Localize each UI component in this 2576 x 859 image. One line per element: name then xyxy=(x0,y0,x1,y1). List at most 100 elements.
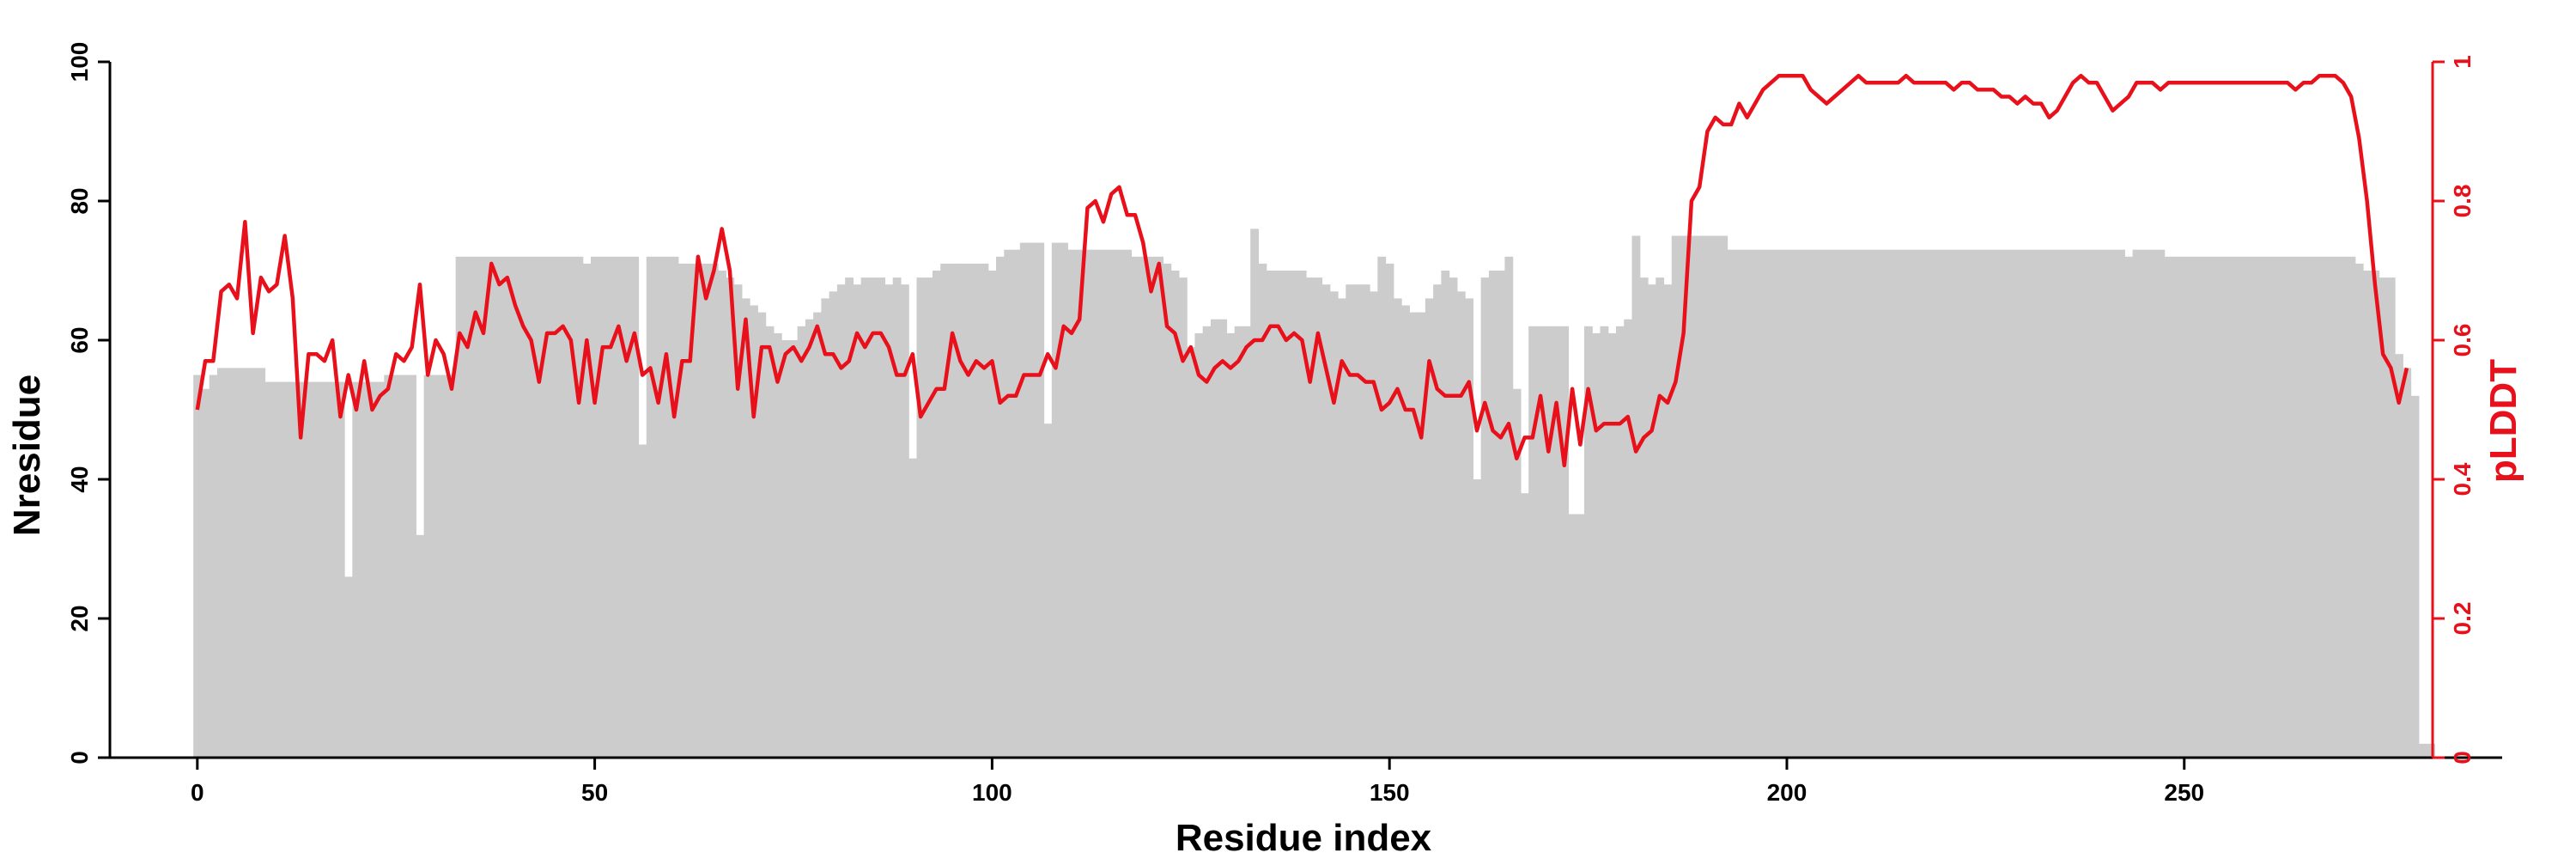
bar xyxy=(940,263,950,758)
bar xyxy=(240,368,250,758)
bar xyxy=(765,326,775,758)
bar xyxy=(2315,256,2324,758)
bar xyxy=(956,263,965,758)
bar xyxy=(1306,277,1315,758)
bar xyxy=(2259,256,2269,758)
bar xyxy=(654,256,663,758)
y-right-tick-label: 0.8 xyxy=(2449,185,2476,218)
bar xyxy=(1163,263,1172,758)
bar xyxy=(2395,354,2403,758)
bar xyxy=(1854,249,1863,758)
bar xyxy=(709,263,719,758)
bar xyxy=(1639,277,1649,758)
bar xyxy=(1560,326,1570,758)
bar xyxy=(1218,319,1228,758)
bar xyxy=(304,381,313,758)
bar xyxy=(1680,235,1688,758)
bar xyxy=(821,298,830,758)
bar xyxy=(1091,249,1100,758)
bar xyxy=(630,256,640,758)
bar xyxy=(813,312,822,758)
bar xyxy=(1807,249,1815,758)
bar xyxy=(1417,312,1426,758)
bar xyxy=(1893,249,1903,758)
bar xyxy=(1226,332,1236,758)
bar xyxy=(479,256,489,758)
bar xyxy=(1146,256,1156,758)
bar xyxy=(2307,256,2317,758)
bar xyxy=(1075,249,1084,758)
bar xyxy=(1012,249,1021,758)
bar xyxy=(1115,249,1124,758)
bar xyxy=(1234,326,1243,758)
x-tick-label: 100 xyxy=(972,779,1012,806)
bar xyxy=(1878,249,1887,758)
bar xyxy=(1925,249,1935,758)
bar xyxy=(2085,249,2093,758)
bar xyxy=(1314,277,1323,758)
bar xyxy=(916,277,926,758)
bar xyxy=(1592,332,1601,758)
bar xyxy=(1321,284,1331,758)
bar xyxy=(686,263,695,758)
bar xyxy=(2117,249,2125,758)
bar xyxy=(1886,249,1895,758)
y-left-tick-label: 0 xyxy=(66,751,93,765)
bar xyxy=(2124,256,2134,758)
bar xyxy=(1957,249,1966,758)
bar xyxy=(1790,249,1800,758)
bar xyxy=(1703,235,1712,758)
bar xyxy=(495,256,504,758)
bar xyxy=(1902,249,1911,758)
bar xyxy=(2037,249,2046,758)
bar xyxy=(313,381,321,758)
bar xyxy=(2347,256,2356,758)
bar xyxy=(2069,249,2078,758)
bar xyxy=(789,340,799,758)
bar xyxy=(2148,249,2157,758)
bar xyxy=(550,256,560,758)
bar xyxy=(853,284,862,758)
bar xyxy=(535,256,544,758)
bar xyxy=(1361,284,1370,758)
bar xyxy=(567,256,576,758)
bar xyxy=(328,381,337,758)
bar xyxy=(868,277,878,758)
bar xyxy=(2235,256,2245,758)
y-left-tick-label: 40 xyxy=(66,466,93,492)
bar xyxy=(1178,277,1188,758)
bar xyxy=(1544,326,1553,758)
bar xyxy=(1353,284,1363,758)
bar xyxy=(352,381,361,758)
bar xyxy=(384,375,393,758)
y-right-tick-label: 1 xyxy=(2449,55,2476,69)
bar xyxy=(1671,235,1680,758)
bar xyxy=(2132,249,2142,758)
bar xyxy=(948,263,957,758)
bar xyxy=(1766,249,1776,758)
bar xyxy=(638,444,647,758)
bar xyxy=(733,284,743,758)
x-tick-label: 250 xyxy=(2164,779,2204,806)
bar xyxy=(598,256,608,758)
bar xyxy=(662,256,671,758)
bar xyxy=(1759,249,1768,758)
x-tick-label: 200 xyxy=(1767,779,1807,806)
bar xyxy=(1488,271,1498,758)
bar xyxy=(1194,332,1204,758)
bar xyxy=(1043,423,1053,758)
bar xyxy=(2354,263,2364,758)
bar xyxy=(987,271,997,758)
bar xyxy=(726,277,735,758)
bar xyxy=(829,291,838,758)
bar xyxy=(1028,242,1036,758)
bar xyxy=(860,277,870,758)
bar xyxy=(582,263,592,758)
bar xyxy=(360,381,369,758)
bar xyxy=(781,340,790,758)
bar xyxy=(1735,249,1744,758)
bar xyxy=(543,256,552,758)
bar xyxy=(1719,235,1728,758)
bar xyxy=(1433,284,1442,758)
